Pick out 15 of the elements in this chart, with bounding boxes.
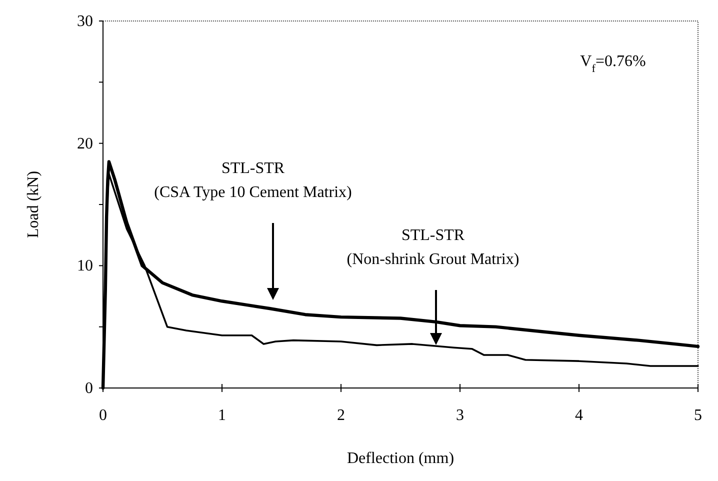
x-tick-label: 1: [218, 407, 226, 424]
annotation: STL-STR (Non-shrink Grout Matrix): [346, 227, 520, 268]
y-tick-label: 20: [77, 135, 93, 152]
annotation: STL-STR (CSA Type 10 Cement Matrix): [154, 160, 352, 201]
annotation: V$_{f}$=0.76%: [580, 53, 646, 75]
y-tick-label: 10: [77, 258, 93, 275]
x-axis-title: Deflection (mm): [346, 450, 454, 467]
x-tick-label: 5: [694, 407, 702, 424]
y-axis-title: Load (kN): [25, 170, 42, 238]
y-tick-label: 30: [77, 13, 93, 30]
x-tick-label: 4: [575, 407, 583, 424]
x-tick-label: 0: [99, 407, 107, 424]
y-tick-label: 0: [85, 380, 93, 397]
x-tick-label: 3: [456, 407, 464, 424]
x-tick-label: 2: [337, 407, 345, 424]
